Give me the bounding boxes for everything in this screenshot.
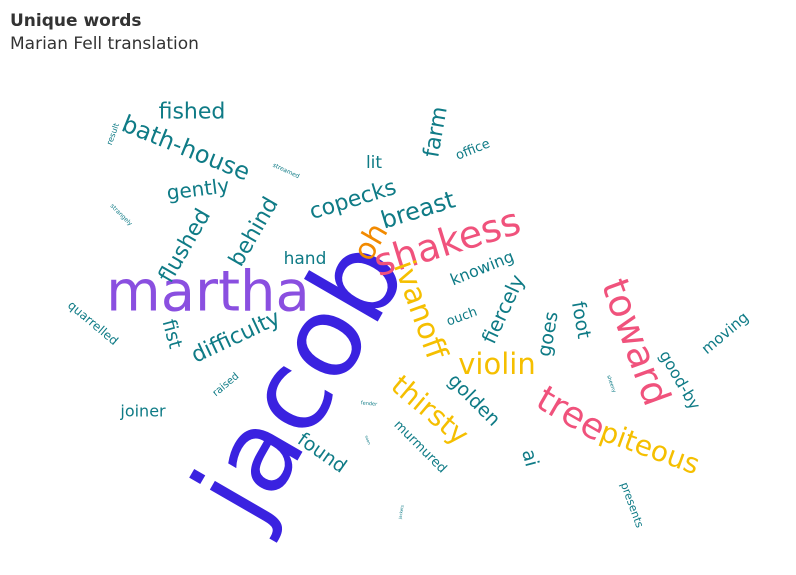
chart-header: Unique words Marian Fell translation xyxy=(10,10,199,56)
word-martha: martha xyxy=(106,260,310,325)
word-jackets: jackets xyxy=(397,505,405,521)
word-ai: ai xyxy=(517,447,543,469)
word-fender: fender xyxy=(361,400,379,407)
word-fiercely: fiercely xyxy=(477,271,530,348)
word-fished: fished xyxy=(159,100,226,125)
word-goes: goes xyxy=(533,310,563,358)
word-joiner: joiner xyxy=(119,402,166,421)
word-farm: farm xyxy=(419,105,453,160)
word-presents: presents xyxy=(618,480,647,529)
chart-subtitle: Marian Fell translation xyxy=(10,34,199,54)
word-toward: toward xyxy=(593,273,679,412)
word-streamed: streamed xyxy=(272,162,301,180)
chart-title: Unique words xyxy=(10,11,142,31)
word-hand: hand xyxy=(284,249,327,269)
word-violin: violin xyxy=(458,347,535,381)
word-lit: lit xyxy=(366,153,382,173)
word-moving: moving xyxy=(698,308,752,358)
word-ouch: ouch xyxy=(445,305,480,330)
word-gently: gently xyxy=(165,173,231,205)
word-soon: soon xyxy=(364,435,372,446)
word-foot: foot xyxy=(567,300,595,341)
word-piteous: piteous xyxy=(596,415,704,481)
word-strangely: strangely xyxy=(109,203,134,228)
word-sheeny: sheeny xyxy=(605,374,617,393)
word-office: office xyxy=(454,136,493,163)
